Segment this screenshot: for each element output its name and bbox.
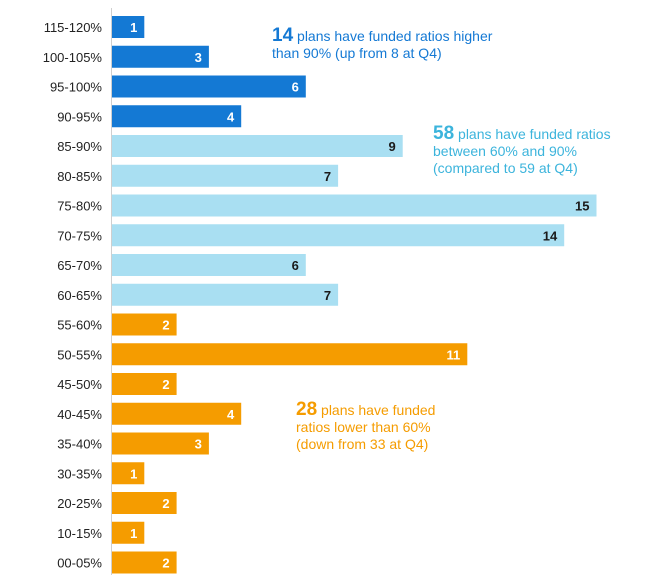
bar xyxy=(112,373,177,395)
bar xyxy=(112,45,209,68)
bar-value-label: 3 xyxy=(195,437,202,452)
bar xyxy=(112,164,339,187)
annotation-mid-line2: between 60% and 90% xyxy=(433,143,577,159)
bar-value-label: 9 xyxy=(388,139,395,154)
category-label: 115-120% xyxy=(44,20,103,35)
annotation-mid: 58 plans have funded ratios between 60% … xyxy=(433,123,643,177)
bar xyxy=(112,551,177,574)
bar-value-label: 1 xyxy=(130,20,137,35)
bar xyxy=(112,402,242,425)
bar xyxy=(112,75,306,98)
category-label: 55-60% xyxy=(57,318,102,333)
bar-value-label: 6 xyxy=(292,258,299,273)
category-label: 70-75% xyxy=(57,228,102,243)
bar-value-label: 3 xyxy=(195,50,202,65)
bar-value-label: 2 xyxy=(162,377,169,392)
category-label: 85-90% xyxy=(57,139,102,154)
category-label: 45-50% xyxy=(57,377,102,392)
annotation-low: 28 plans have funded ratios lower than 6… xyxy=(296,399,496,453)
bar-value-label: 7 xyxy=(324,288,331,303)
bar xyxy=(112,492,177,514)
bar-value-label: 2 xyxy=(162,556,169,571)
annotation-low-number: 28 xyxy=(296,399,318,420)
annotation-low-line2: ratios lower than 60% xyxy=(296,419,431,435)
category-label: 75-80% xyxy=(57,199,102,214)
category-label: 20-25% xyxy=(57,496,102,511)
bar-value-label: 15 xyxy=(575,199,589,214)
bar xyxy=(112,313,177,336)
category-label: 35-40% xyxy=(57,437,102,452)
annotation-high-line1: plans have funded ratios higher xyxy=(293,28,493,44)
annotation-mid-line1: plans have funded ratios xyxy=(454,126,611,142)
category-label: 40-45% xyxy=(57,407,102,422)
bar xyxy=(112,462,145,485)
annotation-mid-line3: (compared to 59 at Q4) xyxy=(433,160,578,176)
bar-value-label: 1 xyxy=(130,526,137,541)
bar xyxy=(112,254,306,276)
bar xyxy=(112,343,468,366)
category-label: 00-05% xyxy=(57,556,102,571)
category-label: 30-35% xyxy=(57,466,102,481)
bar-value-label: 2 xyxy=(162,318,169,333)
bar xyxy=(112,16,145,38)
bar-value-label: 4 xyxy=(227,407,235,422)
bar xyxy=(112,224,565,247)
bar xyxy=(112,105,242,128)
labels-layer: 115-120% 1 100-105% 3 95-100% 6 90-95% 4 85-90% 9… xyxy=(43,20,590,571)
bar xyxy=(112,283,339,306)
category-label: 10-15% xyxy=(57,526,102,541)
bar-value-label: 1 xyxy=(130,466,137,481)
category-label: 90-95% xyxy=(57,109,102,124)
bars-layer xyxy=(112,16,597,574)
bar-value-label: 4 xyxy=(227,109,235,124)
category-label: 100-105% xyxy=(43,50,103,65)
bar-value-label: 6 xyxy=(292,80,299,95)
annotation-high: 14 plans have funded ratios higher than … xyxy=(272,25,542,62)
category-label: 50-55% xyxy=(57,347,102,362)
bar-value-label: 7 xyxy=(324,169,331,184)
annotation-high-line2: than 90% (up from 8 at Q4) xyxy=(272,45,442,61)
bar-value-label: 14 xyxy=(543,228,558,243)
category-label: 95-100% xyxy=(50,80,102,95)
annotation-high-number: 14 xyxy=(272,25,294,46)
annotation-low-line3: (down from 33 at Q4) xyxy=(296,436,429,452)
bar xyxy=(112,432,209,455)
category-label: 65-70% xyxy=(57,258,102,273)
bar-value-label: 2 xyxy=(162,496,169,511)
annotation-low-line1: plans have funded xyxy=(317,402,436,418)
annotation-mid-number: 58 xyxy=(433,123,455,144)
category-label: 60-65% xyxy=(57,288,102,303)
bar xyxy=(112,135,403,157)
bar-value-label: 11 xyxy=(447,347,461,362)
bar xyxy=(112,521,145,544)
category-label: 80-85% xyxy=(57,169,102,184)
bar xyxy=(112,194,597,217)
